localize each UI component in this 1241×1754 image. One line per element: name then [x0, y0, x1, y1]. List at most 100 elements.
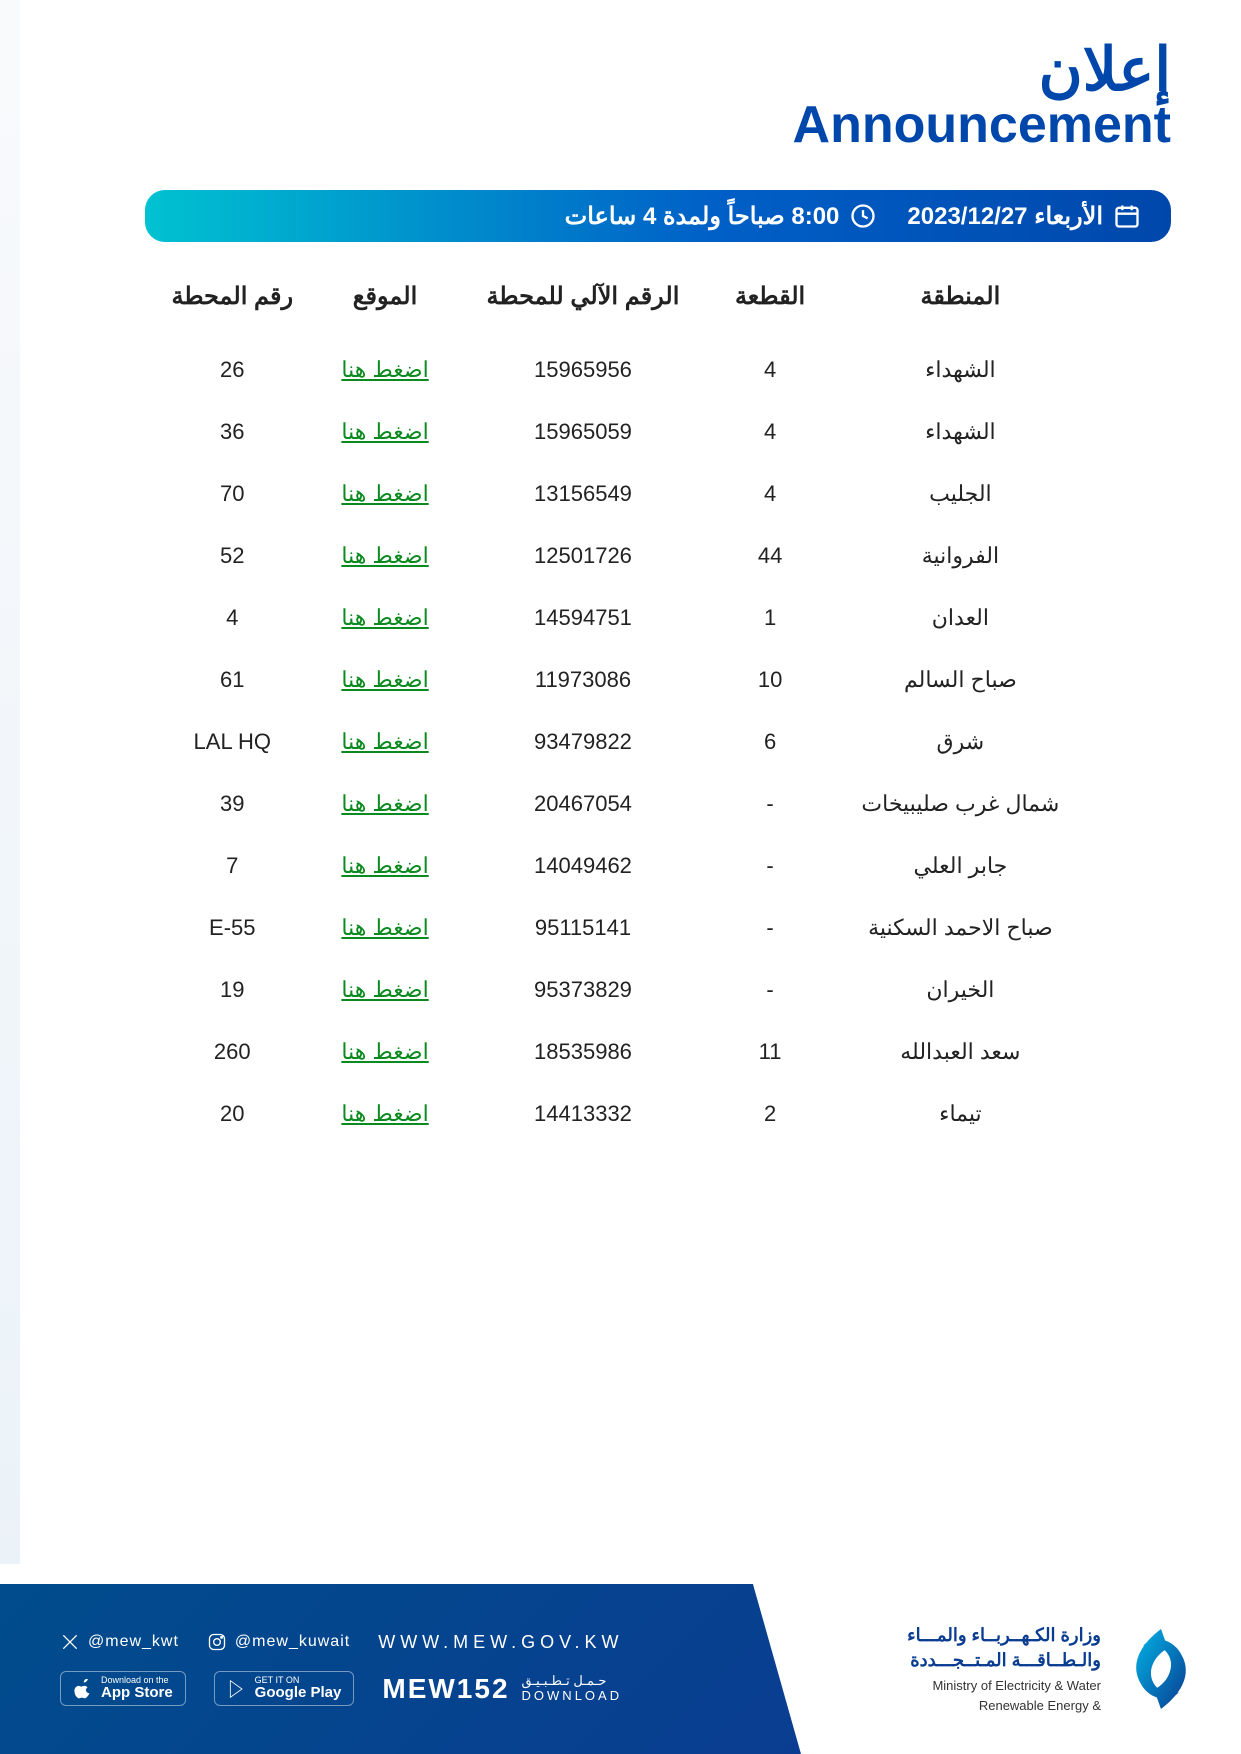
location-link[interactable]: اضغط هنا	[341, 915, 428, 940]
location-link[interactable]: اضغط هنا	[341, 419, 428, 444]
table-row: سعد العبدالله1118535986اضغط هنا260	[145, 1021, 1096, 1083]
location-link[interactable]: اضغط هنا	[341, 543, 428, 568]
clock-icon-group: 8:00 صباحاً ولمدة 4 ساعات	[565, 202, 878, 231]
location-link[interactable]: اضغط هنا	[341, 729, 428, 754]
download-ar: حـمـل تـطـبـيـق	[522, 1674, 623, 1688]
table-row: شرق693479822اضغط هناLAL HQ	[145, 711, 1096, 773]
location-link[interactable]: اضغط هنا	[341, 1039, 428, 1064]
location-link[interactable]: اضغط هنا	[341, 853, 428, 878]
title-en: Announcement	[0, 95, 1171, 155]
table-row: الشهداء415965059اضغط هنا36	[145, 401, 1096, 463]
social-x-handle: @mew_kwt	[88, 1633, 179, 1651]
announcement-header: إعلان Announcement	[0, 0, 1241, 175]
location-link[interactable]: اضغط هنا	[341, 667, 428, 692]
cell-station: 39	[145, 773, 320, 835]
x-icon	[60, 1632, 80, 1652]
location-link[interactable]: اضغط هنا	[341, 605, 428, 630]
cell-block: 4	[715, 339, 824, 401]
cell-area: شرق	[825, 711, 1096, 773]
cell-station: 7	[145, 835, 320, 897]
cell-code: 12501726	[451, 525, 716, 587]
cell-area: الخيران	[825, 959, 1096, 1021]
cell-location: اضغط هنا	[320, 897, 451, 959]
cell-location: اضغط هنا	[320, 339, 451, 401]
cell-station: 70	[145, 463, 320, 525]
col-station-no: رقم المحطة	[145, 272, 320, 339]
cell-code: 14049462	[451, 835, 716, 897]
cell-area: سعد العبدالله	[825, 1021, 1096, 1083]
cell-block: 10	[715, 649, 824, 711]
table-row: الجليب413156549 اضغط هنا 70	[145, 463, 1096, 525]
cell-block: 2	[715, 1083, 824, 1145]
table-row: تيماء214413332اضغط هنا20	[145, 1083, 1096, 1145]
cell-code: 15965059	[451, 401, 716, 463]
cell-station: 260	[145, 1021, 320, 1083]
banner-time: 8:00 صباحاً ولمدة 4 ساعات	[565, 202, 840, 231]
cell-area: صباح الاحمد السكنية	[825, 897, 1096, 959]
download-en: DOWNLOAD	[522, 1689, 623, 1703]
cell-area: الشهداء	[825, 339, 1096, 401]
cell-block: 44	[715, 525, 824, 587]
location-link[interactable]: اضغط هنا	[341, 791, 428, 816]
table-row: شمال غرب صليبيخات-20467054اضغط هنا39	[145, 773, 1096, 835]
cell-location: اضغط هنا	[320, 463, 451, 525]
play-big: Google Play	[255, 1685, 342, 1701]
table-row: صباح السالم1011973086اضغط هنا61	[145, 649, 1096, 711]
cell-code: 18535986	[451, 1021, 716, 1083]
appstore-badge[interactable]: Download on the App Store	[60, 1671, 186, 1706]
cell-location: اضغط هنا	[320, 401, 451, 463]
cell-block: -	[715, 773, 824, 835]
cell-area: الجليب	[825, 463, 1096, 525]
cell-station: 61	[145, 649, 320, 711]
col-area: المنطقة	[825, 272, 1096, 339]
cell-station: 52	[145, 525, 320, 587]
cell-area: الفروانية	[825, 525, 1096, 587]
ministry-en-2: & Renewable Energy	[907, 1697, 1101, 1715]
cell-location: اضغط هنا	[320, 835, 451, 897]
cell-code: 15965956	[451, 339, 716, 401]
location-link[interactable]: اضغط هنا	[341, 1101, 428, 1126]
apple-icon	[73, 1679, 93, 1699]
table-row: الشهداء415965956اضغط هنا26	[145, 339, 1096, 401]
googleplay-badge[interactable]: GET IT ON Google Play	[214, 1671, 355, 1706]
cell-code: 95373829	[451, 959, 716, 1021]
ministry-en-1: Ministry of Electricity & Water	[907, 1677, 1101, 1695]
social-x[interactable]: @mew_kwt	[60, 1632, 179, 1652]
instagram-icon	[207, 1632, 227, 1652]
cell-station: 4	[145, 587, 320, 649]
cell-area: تيماء	[825, 1083, 1096, 1145]
footer: @mew_kwt @mew_kuwait WWW.MEW.GOV.KW Down…	[0, 1584, 1241, 1754]
table-row: الفروانية4412501726 اضغط هنا 52	[145, 525, 1096, 587]
stations-table: المنطقة القطعة الرقم الآلي للمحطة الموقع…	[145, 272, 1096, 1145]
social-instagram[interactable]: @mew_kuwait	[207, 1632, 350, 1652]
location-link[interactable]: اضغط هنا	[341, 977, 428, 1002]
table-row: جابر العلي-14049462اضغط هنا7	[145, 835, 1096, 897]
cell-area: العدان	[825, 587, 1096, 649]
website-url[interactable]: WWW.MEW.GOV.KW	[378, 1632, 623, 1653]
cell-block: 6	[715, 711, 824, 773]
cell-code: 20467054	[451, 773, 716, 835]
cell-location: اضغط هنا	[320, 1021, 451, 1083]
cell-block: -	[715, 897, 824, 959]
table-row: العدان114594751اضغط هنا4	[145, 587, 1096, 649]
cell-area: جابر العلي	[825, 835, 1096, 897]
cell-code: 13156549	[451, 463, 716, 525]
cell-station: E-55	[145, 897, 320, 959]
banner-date: الأربعاء 2023/12/27	[907, 202, 1103, 231]
cell-location: اضغط هنا	[320, 959, 451, 1021]
cell-location: اضغط هنا	[320, 587, 451, 649]
table-row: صباح الاحمد السكنية-95115141 اضغط هنا E-55	[145, 897, 1096, 959]
cell-code: 93479822	[451, 711, 716, 773]
cell-code: 95115141	[451, 897, 716, 959]
social-ig-handle: @mew_kuwait	[235, 1633, 350, 1651]
location-link[interactable]: اضغط هنا	[341, 357, 428, 382]
col-block: القطعة	[715, 272, 824, 339]
mew-app-download[interactable]: MEW152 حـمـل تـطـبـيـق DOWNLOAD	[382, 1673, 622, 1705]
appstore-big: App Store	[101, 1685, 173, 1701]
googleplay-icon	[227, 1679, 247, 1699]
cell-block: 4	[715, 463, 824, 525]
cell-block: 1	[715, 587, 824, 649]
cell-station: 19	[145, 959, 320, 1021]
date-time-banner: الأربعاء 2023/12/27 8:00 صباحاً ولمدة 4 …	[145, 190, 1171, 242]
location-link[interactable]: اضغط هنا	[341, 481, 428, 506]
